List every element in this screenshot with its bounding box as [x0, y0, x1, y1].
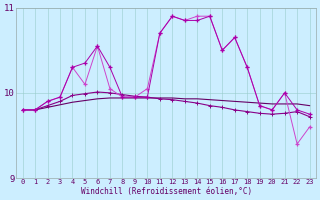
X-axis label: Windchill (Refroidissement éolien,°C): Windchill (Refroidissement éolien,°C) — [81, 187, 252, 196]
